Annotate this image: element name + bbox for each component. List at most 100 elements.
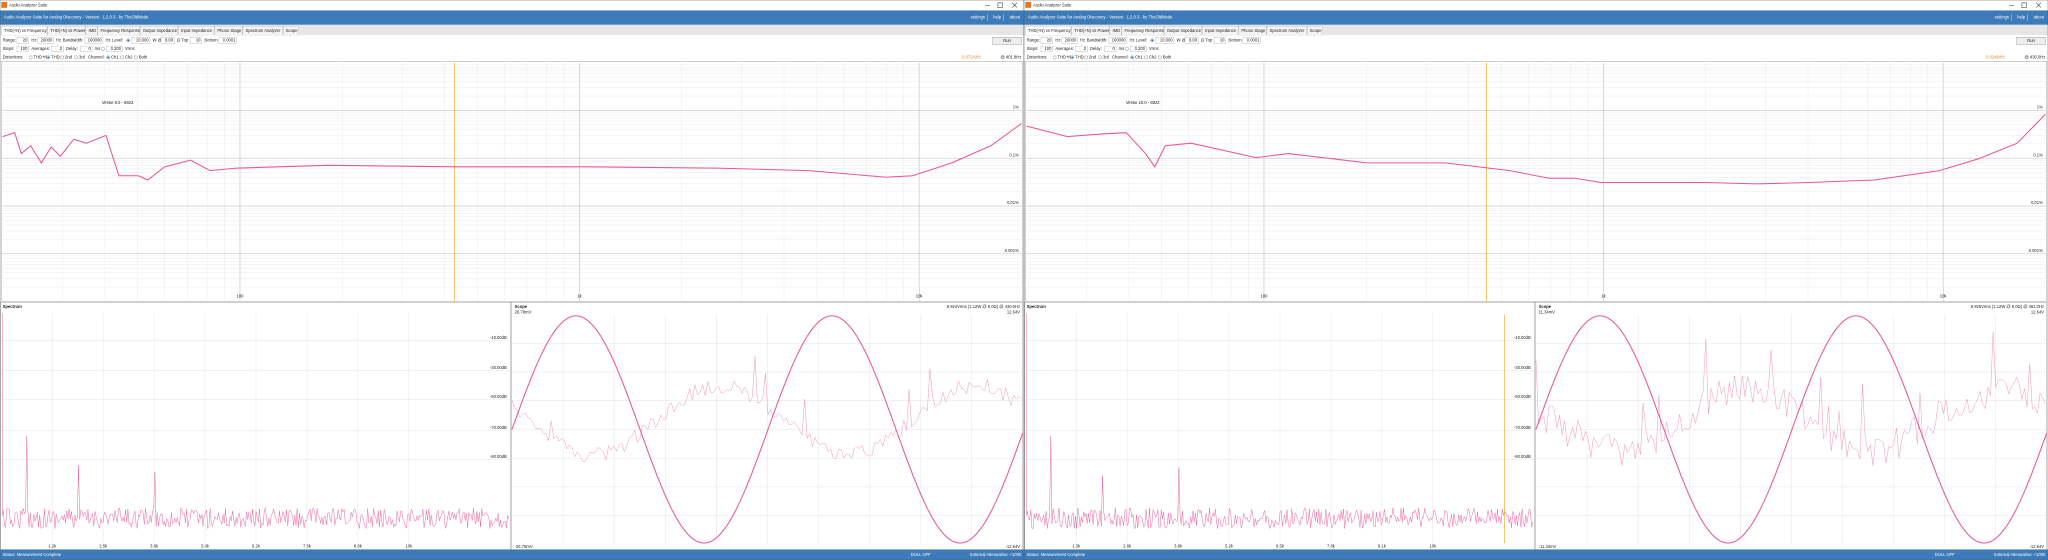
radio-label[interactable]: Both	[139, 55, 148, 60]
input-value[interactable]: 0	[1112, 46, 1115, 51]
input-box[interactable]	[80, 45, 93, 52]
menu-link[interactable]: settings	[1995, 15, 2009, 20]
menu-link[interactable]: about	[2034, 15, 2045, 20]
input-value[interactable]: 20	[23, 38, 28, 43]
input-box[interactable]	[189, 37, 202, 44]
radio-button[interactable]	[74, 55, 78, 60]
maximize-button[interactable]	[997, 2, 1003, 8]
radio-button[interactable]	[120, 55, 124, 60]
input-value[interactable]: 0	[88, 46, 91, 51]
radio-label[interactable]: Ch2	[125, 55, 133, 60]
input-box[interactable]	[51, 45, 64, 52]
tab-label[interactable]: Frequency Response	[1125, 28, 1165, 33]
radio-label[interactable]: 2nd	[1089, 55, 1097, 60]
radio-button[interactable]	[1125, 47, 1129, 51]
menu-link[interactable]: about	[1010, 15, 1021, 20]
radio-button[interactable]	[101, 47, 105, 51]
tab-label[interactable]: THD(+N) vs Frequency	[1028, 28, 1072, 33]
input-value[interactable]: 0.0001	[1247, 38, 1260, 43]
radio-button[interactable]	[1144, 55, 1148, 60]
input-box[interactable]	[218, 37, 237, 44]
run-button[interactable]	[2016, 37, 2046, 45]
radio-label[interactable]: Ch1	[1135, 55, 1143, 60]
input-box[interactable]	[16, 45, 29, 52]
tab-label[interactable]: THD(+N) vs Power	[50, 28, 86, 33]
input-box[interactable]	[1104, 45, 1117, 52]
input-box[interactable]	[160, 37, 175, 44]
tab-label[interactable]: Output Impedance	[1167, 28, 1202, 33]
run-button[interactable]	[992, 37, 1022, 45]
radio-button[interactable]	[1084, 55, 1089, 60]
input-box[interactable]	[1242, 37, 1261, 44]
radio-button[interactable]	[28, 55, 33, 60]
tab-label[interactable]: IMD	[1113, 28, 1121, 33]
input-box[interactable]	[1040, 37, 1053, 44]
input-value[interactable]: 10.000	[1160, 38, 1173, 43]
input-value[interactable]: 0.0001	[223, 38, 236, 43]
input-value[interactable]: 20000	[41, 38, 53, 43]
input-box[interactable]	[1213, 37, 1226, 44]
input-value[interactable]: 0.200	[1135, 46, 1146, 51]
input-value[interactable]: 10.000	[136, 38, 149, 43]
input-value[interactable]: 100	[1044, 46, 1052, 51]
radio-label[interactable]: Both	[1163, 55, 1172, 60]
tab-label[interactable]: Phono Stage	[217, 28, 242, 33]
input-value[interactable]: 10	[1220, 38, 1225, 43]
radio-button[interactable]	[1098, 55, 1102, 60]
input-value[interactable]: 100000	[1112, 38, 1127, 43]
tab-label[interactable]: THD(+N) vs Power	[1074, 28, 1110, 33]
menu-link[interactable]: help	[2017, 15, 2026, 20]
input-value[interactable]: 100000	[88, 38, 103, 43]
radio-button[interactable]	[1052, 55, 1057, 60]
radio-button[interactable]	[60, 55, 65, 60]
input-box[interactable]	[106, 45, 123, 52]
radio-label[interactable]: THD+N	[1057, 55, 1071, 60]
tab-label[interactable]: Output Impedance	[143, 28, 178, 33]
input-box[interactable]	[1155, 37, 1175, 44]
input-box[interactable]	[1130, 45, 1147, 52]
input-value[interactable]: 2	[60, 46, 63, 51]
close-button[interactable]	[2036, 2, 2042, 8]
radio-label[interactable]: Ch1	[111, 55, 119, 60]
menu-link[interactable]: settings	[971, 15, 985, 20]
tab-label[interactable]: Input Impedance	[1205, 28, 1237, 33]
input-box[interactable]	[16, 37, 29, 44]
input-value[interactable]: 20000	[1065, 38, 1077, 43]
radio-label[interactable]: Ch2	[1149, 55, 1157, 60]
input-box[interactable]	[84, 37, 104, 44]
input-value[interactable]: 8.00	[165, 38, 174, 43]
input-value[interactable]: 2	[1084, 46, 1087, 51]
input-box[interactable]	[1075, 45, 1088, 52]
tab-label[interactable]: Spectrum Analyzer	[1269, 28, 1305, 33]
tab-label[interactable]: Scope	[286, 28, 298, 33]
input-value[interactable]: 20	[1047, 38, 1052, 43]
input-box[interactable]	[1040, 45, 1053, 52]
radio-label[interactable]: 2nd	[65, 55, 73, 60]
tab-label[interactable]: IMD	[89, 28, 97, 33]
input-value[interactable]: 0.200	[111, 46, 122, 51]
input-box[interactable]	[1184, 37, 1199, 44]
input-box[interactable]	[131, 37, 151, 44]
input-box[interactable]	[1108, 37, 1128, 44]
radio-button[interactable]	[133, 55, 138, 60]
run-label[interactable]: Run	[1003, 38, 1011, 43]
input-value[interactable]: 8.00	[1189, 38, 1198, 43]
radio-label[interactable]: 3rd	[1103, 55, 1110, 60]
run-label[interactable]: Run	[2027, 38, 2035, 43]
tab-label[interactable]: THD(+N) vs Frequency	[4, 28, 48, 33]
input-value[interactable]: 100	[20, 46, 28, 51]
close-button[interactable]	[1012, 2, 1018, 8]
tab-label[interactable]: Frequency Response	[101, 28, 141, 33]
input-value[interactable]: 10	[196, 38, 201, 43]
input-box[interactable]	[37, 37, 54, 44]
tab-label[interactable]: Input Impedance	[181, 28, 213, 33]
radio-button[interactable]	[1157, 55, 1162, 60]
radio-label[interactable]: THD	[51, 55, 60, 60]
menu-link[interactable]: help	[993, 15, 1002, 20]
radio-label[interactable]: THD	[1075, 55, 1084, 60]
radio-label[interactable]: THD+N	[33, 55, 47, 60]
tab-label[interactable]: Phono Stage	[1241, 28, 1266, 33]
tab-label[interactable]: Spectrum Analyzer	[245, 28, 281, 33]
radio-label[interactable]: 3rd	[79, 55, 86, 60]
tab-label[interactable]: Scope	[1310, 28, 1322, 33]
